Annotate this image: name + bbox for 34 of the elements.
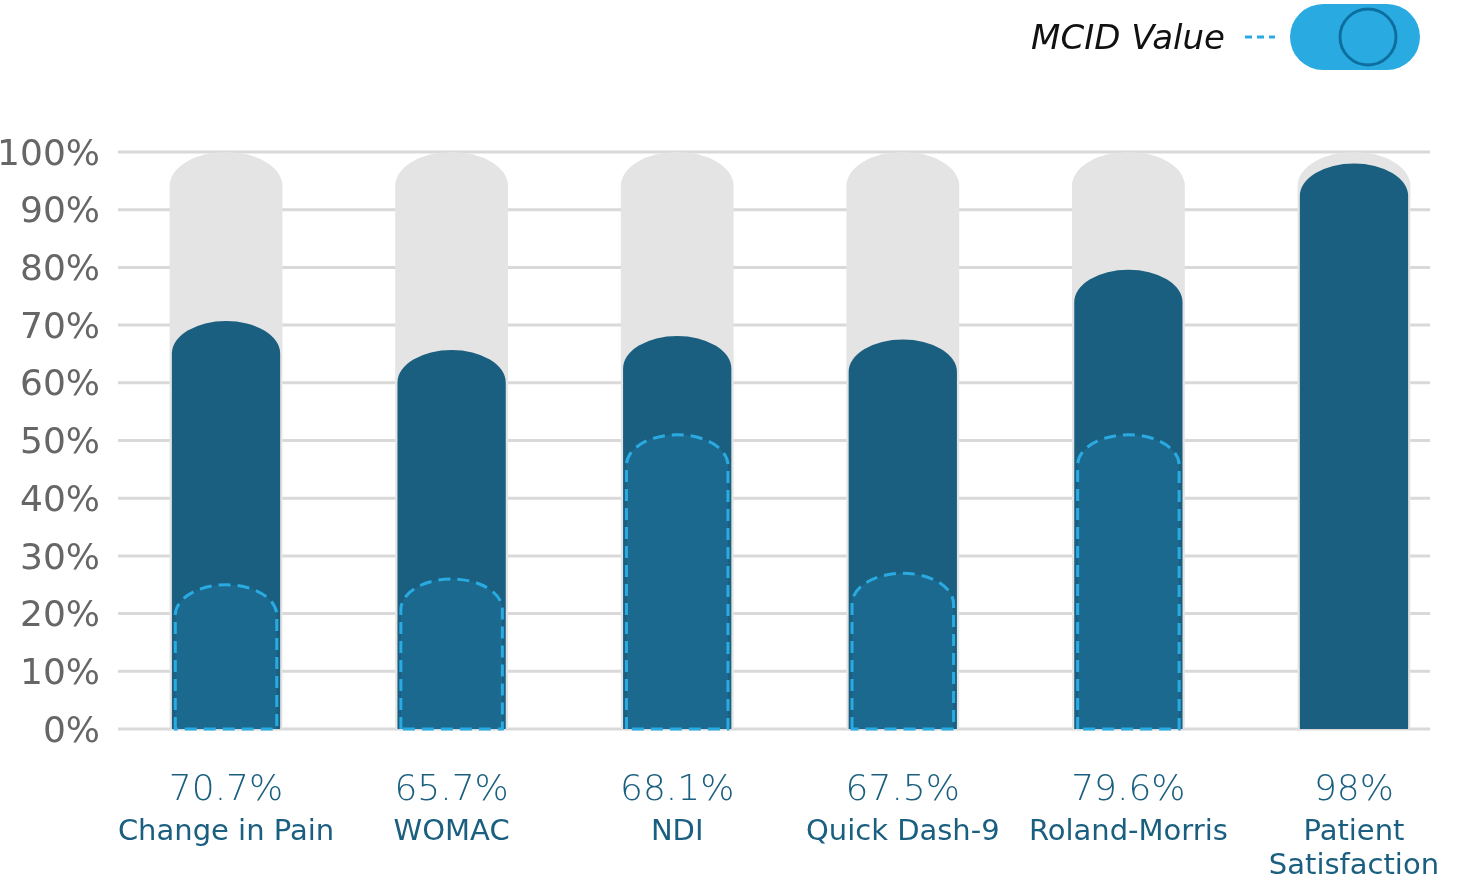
data-label: 79.6% <box>1071 767 1186 808</box>
y-tick-label: 20% <box>19 593 100 635</box>
bar <box>624 433 730 731</box>
x-tick-label: Quick Dash-9 <box>805 813 1000 847</box>
bar <box>171 321 281 729</box>
x-tick-label: WOMAC <box>393 813 510 847</box>
y-tick-label: 0% <box>42 708 100 750</box>
y-tick-label: 90% <box>19 189 100 231</box>
data-label: 67.5% <box>845 767 960 808</box>
x-tick-label: NDI <box>650 813 704 847</box>
y-tick-label: 80% <box>19 247 100 288</box>
data-label: 65.7% <box>394 767 509 808</box>
y-tick-label: 30% <box>19 535 100 577</box>
bar <box>397 349 506 729</box>
bar <box>173 583 279 731</box>
y-tick-label: 10% <box>19 650 100 692</box>
bar <box>1074 269 1183 729</box>
bar <box>1076 433 1181 731</box>
y-tick-label: 70% <box>19 304 100 346</box>
bar <box>623 336 732 729</box>
legend-label: MCID Value <box>1031 16 1225 57</box>
data-label: 98% <box>1313 767 1394 808</box>
bar <box>399 577 504 731</box>
x-tick-label: Change in Pain <box>117 813 335 847</box>
data-label: 68.1% <box>620 767 735 808</box>
y-tick-label: 50% <box>19 420 100 462</box>
bar <box>850 571 956 731</box>
data-label: 70.7% <box>168 767 284 808</box>
y-tick-label: 100% <box>0 131 100 173</box>
y-tick-label: 60% <box>19 362 100 404</box>
x-tick-label: Patient Satisfaction <box>1268 813 1440 879</box>
bar <box>848 339 957 729</box>
x-tick-label: Roland-Morris <box>1028 813 1228 847</box>
y-tick-label: 40% <box>19 477 100 519</box>
